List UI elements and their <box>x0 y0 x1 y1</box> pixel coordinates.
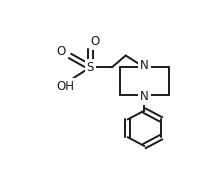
Text: N: N <box>140 59 149 72</box>
Text: N: N <box>140 90 149 103</box>
Text: S: S <box>87 61 94 74</box>
Text: OH: OH <box>57 80 75 93</box>
Text: O: O <box>91 35 100 48</box>
Text: O: O <box>56 45 65 58</box>
